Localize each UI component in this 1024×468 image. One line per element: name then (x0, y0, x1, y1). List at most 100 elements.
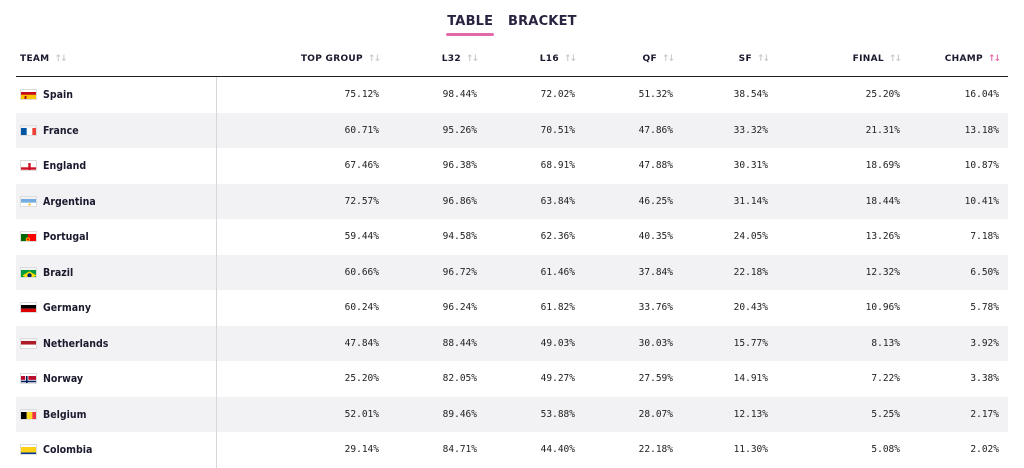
l16-value: 70.51% (540, 124, 575, 136)
sf-value: 20.43% (733, 302, 768, 314)
sort-icon: ↑↓ (465, 53, 479, 64)
final-value: 5.25% (871, 408, 900, 420)
table-row: Germany 60.24% 96.24% 61.82% 33.76% 20.43% 10.… (16, 290, 1008, 326)
view-tabs: TABLE BRACKET (0, 14, 1024, 38)
champ-value: 3.92% (970, 337, 999, 349)
sort-icon: ↑↓ (54, 53, 67, 64)
sf-value: 22.18% (733, 266, 768, 278)
team-name: Brazil (43, 265, 74, 279)
qf-value: 47.86% (638, 124, 673, 136)
column-label: L16 (539, 53, 559, 64)
column-header-qf[interactable]: QF ↑↓ (575, 53, 676, 64)
portugal-flag-icon (20, 231, 37, 243)
tab-table[interactable]: TABLE (446, 14, 495, 36)
top-group-value: 59.44% (344, 231, 379, 243)
colombia-flag-icon (20, 444, 37, 456)
column-label: CHAMP (944, 53, 983, 64)
qf-value: 37.84% (638, 266, 673, 278)
argentina-flag-icon (20, 195, 37, 207)
l32-value: 96.24% (442, 302, 477, 314)
final-value: 12.32% (865, 266, 900, 278)
table-row: Brazil 60.66% 96.72% 61.46% 37.84% 22.18% 12.3… (16, 254, 1008, 290)
champ-value: 13.18% (964, 124, 999, 136)
sf-value: 38.54% (733, 89, 768, 101)
table-row: Portugal 59.44% 94.58% 62.36% 40.35% 24.05% 13… (16, 219, 1008, 255)
qf-value: 40.35% (638, 231, 673, 243)
sf-value: 15.77% (733, 337, 768, 349)
champ-value: 5.78% (970, 302, 999, 314)
sf-value: 12.13% (733, 408, 768, 420)
qf-value: 51.32% (638, 89, 673, 101)
final-value: 5.08% (871, 444, 900, 456)
top-group-value: 60.71% (344, 124, 379, 136)
top-group-value: 72.57% (344, 195, 379, 207)
final-value: 7.22% (871, 373, 900, 385)
sf-value: 30.31% (733, 160, 768, 172)
l32-value: 84.71% (442, 444, 477, 456)
top-group-value: 75.12% (344, 89, 379, 101)
table-body: Spain 75.12% 98.44% 72.02% 51.32% 38.54% 25.20… (16, 77, 1008, 468)
column-header-top-group[interactable]: TOP GROUP ↑↓ (217, 53, 381, 64)
tab-bracket[interactable]: BRACKET (507, 14, 577, 29)
team-cell: Argentina (16, 183, 217, 219)
l16-value: 53.88% (540, 408, 575, 420)
l16-value: 49.03% (540, 337, 575, 349)
champ-value: 10.87% (964, 160, 999, 172)
team-cell: Norway (16, 361, 217, 397)
qf-value: 22.18% (638, 444, 673, 456)
column-label: L32 (441, 53, 461, 64)
champ-value: 16.04% (964, 89, 999, 101)
column-label: QF (642, 53, 657, 64)
sf-value: 33.32% (733, 124, 768, 136)
qf-value: 30.03% (638, 337, 673, 349)
norway-flag-icon (20, 373, 37, 385)
final-value: 8.13% (871, 337, 900, 349)
column-header-team[interactable]: TEAM ↑↓ (16, 54, 217, 64)
top-group-value: 29.14% (344, 444, 379, 456)
team-name: Belgium (43, 407, 87, 421)
l16-value: 44.40% (540, 444, 575, 456)
l16-value: 63.84% (540, 195, 575, 207)
final-value: 21.31% (865, 124, 900, 136)
table-row: Colombia 29.14% 84.71% 44.40% 22.18% 11.30% 5.… (16, 432, 1008, 468)
column-label: TOP GROUP (300, 53, 363, 64)
l32-value: 96.38% (442, 160, 477, 172)
column-header-l16[interactable]: L16 ↑↓ (477, 53, 577, 64)
column-header-final[interactable]: FINAL ↑↓ (768, 54, 902, 64)
table-row: Netherlands 47.84% 88.44% 49.03% 30.03% 15.77… (16, 325, 1008, 361)
champ-value: 3.38% (970, 373, 999, 385)
france-flag-icon (20, 124, 37, 136)
column-header-sf[interactable]: SF ↑↓ (673, 54, 770, 64)
final-value: 18.44% (865, 195, 900, 207)
champ-value: 10.41% (964, 195, 999, 207)
column-header-champ[interactable]: CHAMP ↑↓ (900, 54, 1007, 64)
team-name: Spain (43, 88, 73, 102)
l16-value: 68.91% (540, 160, 575, 172)
qf-value: 27.59% (638, 373, 673, 385)
sort-icon: ↑↓ (661, 53, 675, 64)
team-name: Netherlands (43, 336, 109, 350)
team-cell: Netherlands (16, 325, 217, 361)
table-row: England 67.46% 96.38% 68.91% 47.88% 30.31% 18.… (16, 148, 1008, 184)
team-cell: Portugal (16, 219, 217, 255)
team-cell: Colombia (16, 432, 217, 468)
l32-value: 96.72% (442, 266, 477, 278)
final-value: 10.96% (865, 302, 900, 314)
l16-value: 61.82% (540, 302, 575, 314)
brazil-flag-icon (20, 266, 37, 278)
team-cell: Germany (16, 290, 217, 326)
spain-flag-icon (20, 89, 37, 101)
table-row: Spain 75.12% 98.44% 72.02% 51.32% 38.54% 25.20… (16, 77, 1008, 113)
team-name: Colombia (43, 443, 93, 457)
column-label: TEAM (20, 53, 50, 64)
team-name: France (43, 123, 79, 137)
table-row: Argentina 72.57% 96.86% 63.84% 46.25% 31.14% 1… (16, 183, 1008, 219)
top-group-value: 60.66% (344, 266, 379, 278)
champ-value: 2.02% (970, 444, 999, 456)
germany-flag-icon (20, 302, 37, 314)
team-name: Argentina (43, 194, 96, 208)
column-header-l32[interactable]: L32 ↑↓ (379, 53, 479, 64)
l32-value: 98.44% (442, 89, 477, 101)
qf-value: 33.76% (638, 302, 673, 314)
l32-value: 82.05% (442, 373, 477, 385)
